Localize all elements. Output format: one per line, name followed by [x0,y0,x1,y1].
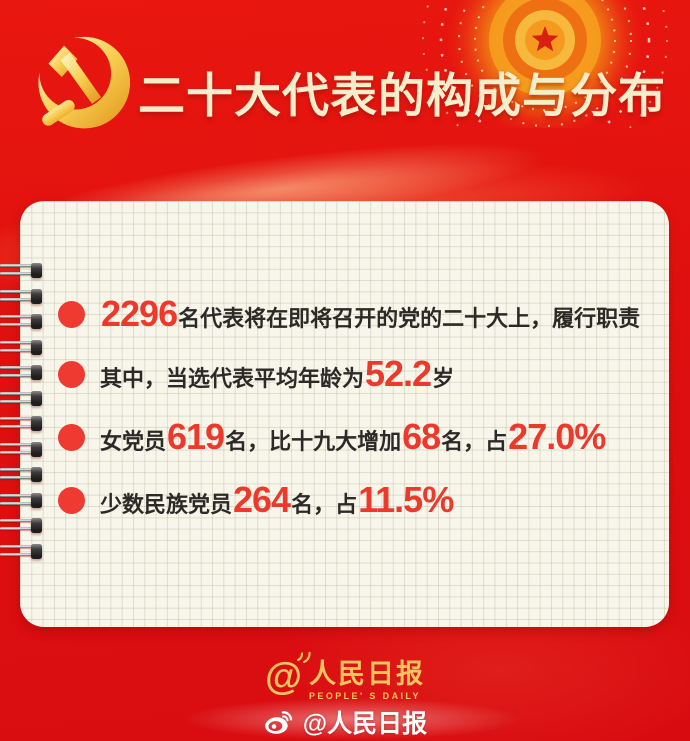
logo-subtitle: PEOPLE' S DAILY [309,691,421,701]
stat-number: 52.2 [365,353,432,394]
stat-row: 其中，当选代表平均年龄为 52.2 岁 [58,353,454,395]
star-icon [531,26,559,52]
poster-title: 二十大代表的构成与分布 [138,69,666,122]
notebook-card: 2296 名代表将在即将召开的党的二十大上，履行职责 其中，当选代表平均年龄为 52.… [20,201,669,627]
stat-text: 女党员 [100,429,167,454]
stat-text: 名代表将在即将召开的党的二十大上，履行职责 [178,306,641,331]
stat-row: 2296 名代表将在即将召开的党的二十大上，履行职责 [58,293,640,335]
stats-list: 2296 名代表将在即将召开的党的二十大上，履行职责 其中，当选代表平均年龄为 52.… [20,201,669,627]
megaphone-at-icon: @ [265,651,311,696]
bullet-dot-icon [58,486,85,514]
stat-text: 名，占 [291,492,358,517]
stat-row: 女党员 619 名，比十九大增加 68 名，占 27.0% [58,416,606,458]
stat-number: 27.0% [508,416,606,457]
stat-number: 68 [402,416,441,457]
stat-text: 岁 [432,366,455,391]
stat-text: 名，占 [441,429,508,454]
weibo-handle: @人民日报 [302,710,428,738]
stat-number: 2296 [101,293,178,334]
weibo-icon [265,710,293,734]
signal-arcs-icon [296,651,311,664]
peoples-daily-logo: @ 人民日报 PEOPLE' S DAILY [0,651,690,701]
party-emblem-icon [38,36,131,129]
stat-text: 其中，当选代表平均年龄为 [100,366,365,391]
bullet-dot-icon [58,300,85,328]
stat-row: 少数民族党员 264 名，占 11.5% [58,479,454,521]
stat-text: 名，比十九大增加 [225,429,402,454]
stat-number: 619 [167,416,225,457]
sunburst-decoration [422,0,668,128]
bullet-dot-icon [58,360,85,388]
weibo-attribution: @人民日报 [0,704,690,740]
stat-number: 11.5% [358,479,454,520]
bullet-dot-icon [58,423,85,451]
stat-number: 264 [233,479,291,520]
logo-name: 人民日报 [309,659,426,689]
stat-text: 少数民族党员 [100,492,233,517]
